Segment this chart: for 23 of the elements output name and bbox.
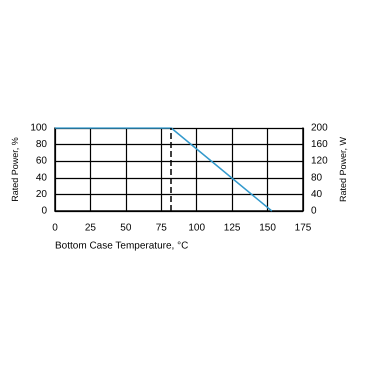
y-tick-label: 0 [41, 206, 48, 216]
x-tick-label: 75 [156, 222, 168, 234]
y2-tick-label: 160 [311, 139, 328, 150]
y-axis-title: Rated Power, % [10, 137, 20, 202]
x-tick-label: 125 [224, 222, 241, 234]
x-axis-title: Bottom Case Temperature, °C [55, 240, 188, 252]
y-tick-label: 80 [36, 139, 48, 150]
y2-tick-label: 40 [311, 188, 323, 200]
y2-tick-label: 120 [311, 156, 328, 167]
x-tick-label: 175 [294, 222, 312, 234]
y-tick-label: 100 [30, 122, 48, 134]
x-tick-label: 100 [188, 222, 206, 234]
y-tick-label: 60 [36, 156, 48, 167]
x-tick-label: 150 [259, 222, 276, 234]
y2-axis-title: Rated Power, W [338, 136, 348, 202]
y-tick-label: 20 [36, 188, 48, 200]
y2-tick-label: 0 [311, 206, 317, 216]
y2-tick-label: 80 [311, 172, 323, 184]
x-tick-label: 50 [120, 222, 132, 234]
x-tick-label: 25 [84, 222, 96, 234]
y2-tick-label: 200 [311, 122, 328, 134]
x-tick-label: 0 [52, 222, 58, 234]
y-tick-label: 40 [36, 172, 48, 184]
